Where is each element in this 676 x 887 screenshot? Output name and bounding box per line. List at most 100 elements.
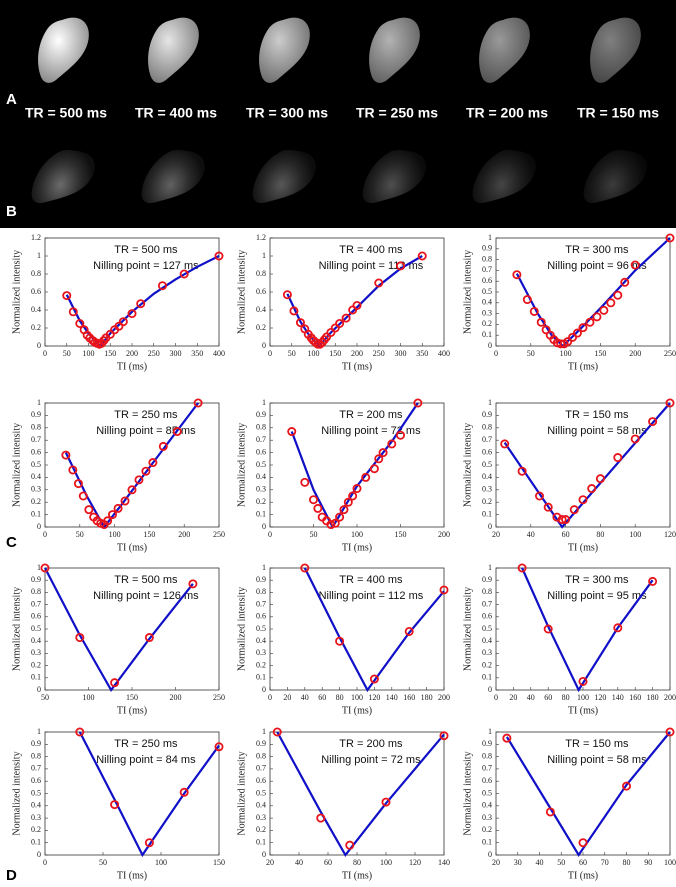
x-axis-label: TI (ms): [342, 361, 372, 372]
data-point: [289, 306, 299, 316]
x-tick-label: 50: [310, 530, 318, 539]
y-tick-label: 1: [488, 398, 492, 407]
data-point: [541, 325, 551, 335]
x-tick-label: 50: [527, 349, 535, 358]
y-tick-label: 0: [262, 341, 266, 350]
annotation: Nilling point = 113 ms: [319, 260, 424, 272]
panel-label: A: [6, 91, 17, 108]
y-tick-label: 0.7: [482, 435, 492, 444]
y-axis-label: Normalized intensity: [236, 587, 247, 671]
y-tick-label: 0.9: [482, 575, 492, 584]
y-tick-label: 0.7: [256, 764, 266, 773]
y-tick-label: 0.9: [31, 410, 41, 419]
annotation: TR = 300 ms: [565, 244, 629, 256]
data-point: [517, 563, 527, 573]
x-tick-label: 30: [514, 858, 522, 867]
y-tick-label: 0.6: [482, 276, 492, 285]
data-point: [84, 505, 94, 515]
x-tick-label: 300: [170, 349, 182, 358]
data-point: [557, 515, 567, 525]
data-point: [148, 458, 158, 468]
x-tick-label: 300: [395, 349, 407, 358]
data-point: [134, 475, 144, 485]
annotation: Nilling point = 84 ms: [96, 754, 196, 766]
y-tick-label: 0.8: [256, 423, 266, 432]
y-tick-label: 0.7: [31, 599, 41, 608]
data-point: [545, 807, 555, 817]
x-tick-label: 100: [155, 858, 167, 867]
annotation: Nilling point = 96 ms: [547, 260, 647, 272]
x-tick-label: 200: [664, 693, 676, 702]
data-point: [374, 454, 384, 464]
image-label: TR = 500 ms: [25, 105, 107, 121]
data-point: [361, 472, 371, 482]
x-tick-label: 400: [213, 349, 225, 358]
y-tick-label: 1: [37, 251, 41, 260]
data-point: [374, 278, 384, 288]
data-point: [665, 727, 675, 737]
data-point: [214, 742, 224, 752]
annotation: TR = 200 ms: [339, 738, 403, 750]
y-tick-label: 0.9: [256, 739, 266, 748]
y-tick-label: 0.1: [482, 509, 492, 518]
y-tick-label: 0.7: [256, 435, 266, 444]
y-tick-label: 0.4: [482, 636, 492, 645]
y-tick-label: 1.2: [256, 233, 266, 242]
data-point: [500, 439, 510, 449]
data-point: [295, 318, 305, 328]
y-axis-label: Normalized intensity: [11, 587, 22, 671]
data-point: [110, 678, 120, 688]
data-point: [62, 291, 72, 301]
axes-box: [495, 567, 671, 691]
data-point: [127, 485, 137, 495]
y-tick-label: 0.3: [31, 485, 41, 494]
data-point: [665, 233, 675, 243]
y-tick-label: 0.3: [256, 485, 266, 494]
data-point: [300, 563, 310, 573]
axes-box: [495, 731, 671, 856]
x-tick-label: 140: [438, 858, 450, 867]
y-tick-label: 0.1: [256, 509, 266, 518]
y-axis-label: Normalized intensity: [11, 423, 22, 507]
x-tick-label: 120: [368, 693, 380, 702]
data-point: [595, 474, 605, 484]
y-tick-label: 0.8: [482, 254, 492, 263]
y-tick-label: 0.5: [31, 788, 41, 797]
annotation: Nilling point = 85 ms: [96, 425, 196, 437]
y-tick-label: 0: [262, 685, 266, 694]
x-tick-label: 50: [288, 349, 296, 358]
y-tick-label: 0: [262, 522, 266, 531]
x-tick-label: 90: [644, 858, 652, 867]
x-tick-label: 80: [623, 858, 631, 867]
y-tick-label: 1: [488, 563, 492, 572]
y-tick-label: 0.2: [256, 660, 266, 669]
x-tick-label: 100: [380, 858, 392, 867]
y-tick-label: 0.3: [482, 813, 492, 822]
y-tick-label: 0.8: [31, 269, 41, 278]
y-tick-label: 0.5: [256, 460, 266, 469]
data-point: [61, 450, 71, 460]
x-tick-label: 150: [329, 349, 341, 358]
annotation: Nilling point = 58 ms: [547, 425, 647, 437]
y-tick-label: 0.3: [482, 485, 492, 494]
y-tick-label: 0.8: [482, 751, 492, 760]
fit-line: [64, 402, 199, 529]
data-point: [113, 503, 123, 513]
axes-box: [495, 402, 671, 528]
data-point: [144, 633, 154, 643]
y-tick-label: 0.4: [482, 801, 492, 810]
x-tick-label: 60: [544, 693, 552, 702]
data-point: [439, 585, 449, 595]
fit-line: [505, 731, 671, 858]
data-point: [345, 840, 355, 850]
x-axis-label: TI (ms): [117, 870, 147, 881]
y-axis-label: Normalized intensity: [11, 250, 22, 334]
y-tick-label: 0.4: [256, 636, 266, 645]
y-axis-label: Normalized intensity: [462, 423, 473, 507]
data-point: [439, 731, 449, 741]
y-tick-label: 0.9: [256, 410, 266, 419]
data-point: [326, 520, 336, 530]
data-point: [535, 491, 545, 501]
x-tick-label: 0: [268, 349, 272, 358]
data-point: [179, 787, 189, 797]
